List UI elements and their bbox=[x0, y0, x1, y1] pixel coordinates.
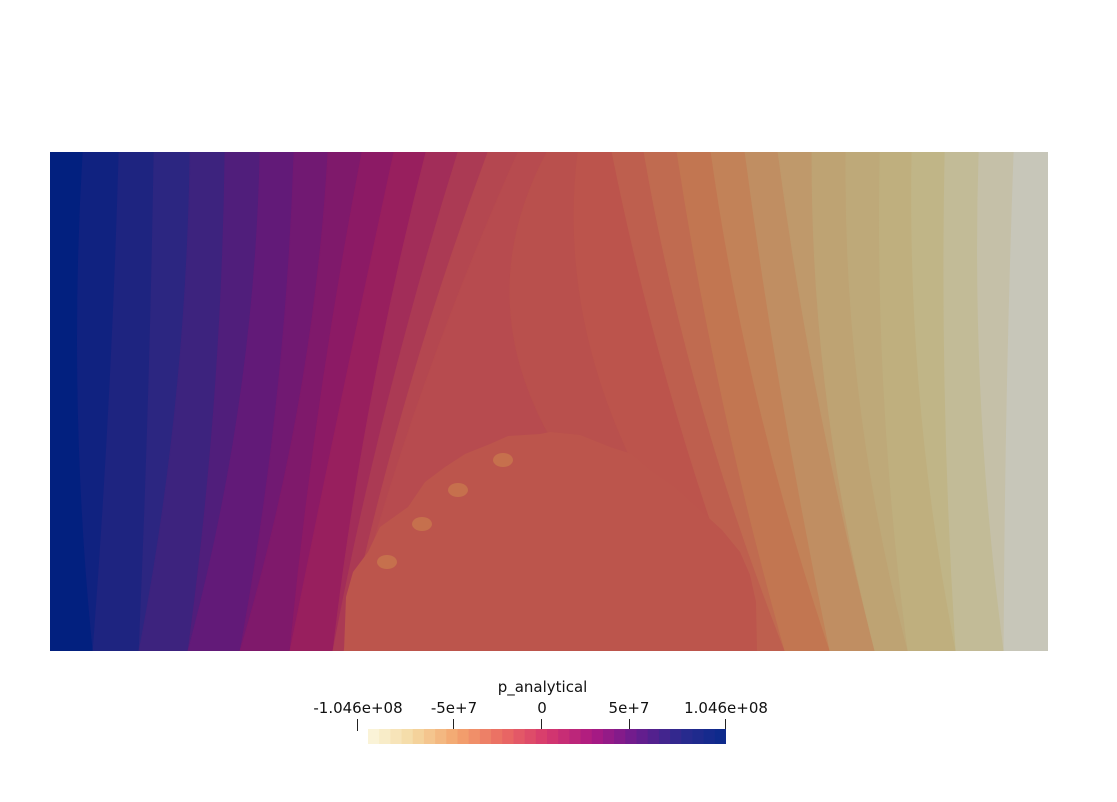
colorbar-band bbox=[591, 729, 604, 744]
tick-mark-min bbox=[357, 719, 358, 731]
colorbar-band bbox=[535, 729, 548, 744]
colorbar-band bbox=[547, 729, 559, 744]
colorbar-band bbox=[479, 729, 492, 744]
colorbar-band bbox=[368, 729, 380, 744]
colorbar-band bbox=[423, 729, 436, 744]
tick-mark-zero bbox=[541, 719, 542, 731]
inclusion-spot bbox=[412, 517, 432, 531]
colorbar-band bbox=[670, 729, 682, 744]
colorbar-band bbox=[457, 729, 470, 744]
colorbar-band bbox=[714, 729, 726, 744]
colorbar-band bbox=[558, 729, 570, 744]
colorbar-band bbox=[502, 729, 515, 744]
tick-label-5e7: 5e+7 bbox=[608, 699, 650, 717]
colorbar-band bbox=[491, 729, 503, 744]
colorbar-band bbox=[446, 729, 459, 744]
contour-bands bbox=[50, 152, 1048, 651]
colorbar-band bbox=[692, 729, 705, 744]
colorbar-band bbox=[658, 729, 671, 744]
colorbar-band bbox=[569, 729, 582, 744]
colorbar-band bbox=[636, 729, 649, 744]
colorbar-band bbox=[647, 729, 660, 744]
colorbar-band bbox=[524, 729, 537, 744]
colorbar-band bbox=[614, 729, 626, 744]
inclusion-spot bbox=[377, 555, 397, 569]
inclusion-spots bbox=[377, 453, 513, 569]
inclusion-spot bbox=[448, 483, 468, 497]
colorbar-band bbox=[379, 729, 391, 744]
inclusion-spot bbox=[493, 453, 513, 467]
tick-label-max: 1.046e+08 bbox=[684, 699, 768, 717]
tick-mark-5e7 bbox=[629, 719, 630, 731]
tick-mark-neg-5e7 bbox=[453, 719, 454, 731]
colorbar-band bbox=[390, 729, 403, 744]
colorbar-band bbox=[513, 729, 526, 744]
pressure-field-plot bbox=[50, 152, 1048, 651]
tick-label-zero: 0 bbox=[537, 699, 547, 717]
colorbar-band bbox=[625, 729, 638, 744]
scalar-bar-legend: p_analytical -1.046e+08 -5e+7 0 5e+7 1.0… bbox=[300, 676, 800, 756]
scalar-bar-title: p_analytical bbox=[497, 678, 588, 696]
colorbar-band bbox=[580, 729, 593, 744]
colorbar bbox=[368, 729, 726, 744]
colorbar-band bbox=[703, 729, 716, 744]
colorbar-band bbox=[435, 729, 447, 744]
colorbar-band bbox=[602, 729, 615, 744]
tick-label-neg-5e7: -5e+7 bbox=[430, 699, 478, 717]
contour-band bbox=[1003, 152, 1048, 651]
tick-label-min: -1.046e+08 bbox=[313, 699, 403, 717]
colorbar-bands bbox=[368, 729, 726, 744]
tick-mark-max bbox=[725, 719, 726, 731]
colorbar-band bbox=[468, 729, 481, 744]
colorbar-band bbox=[412, 729, 425, 744]
colorbar-band bbox=[681, 729, 694, 744]
colorbar-band bbox=[401, 729, 414, 744]
